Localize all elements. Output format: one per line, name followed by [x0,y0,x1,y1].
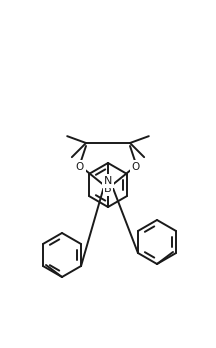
Text: B: B [104,184,112,194]
Text: O: O [132,162,140,172]
Text: N: N [104,176,112,186]
Text: O: O [76,162,84,172]
